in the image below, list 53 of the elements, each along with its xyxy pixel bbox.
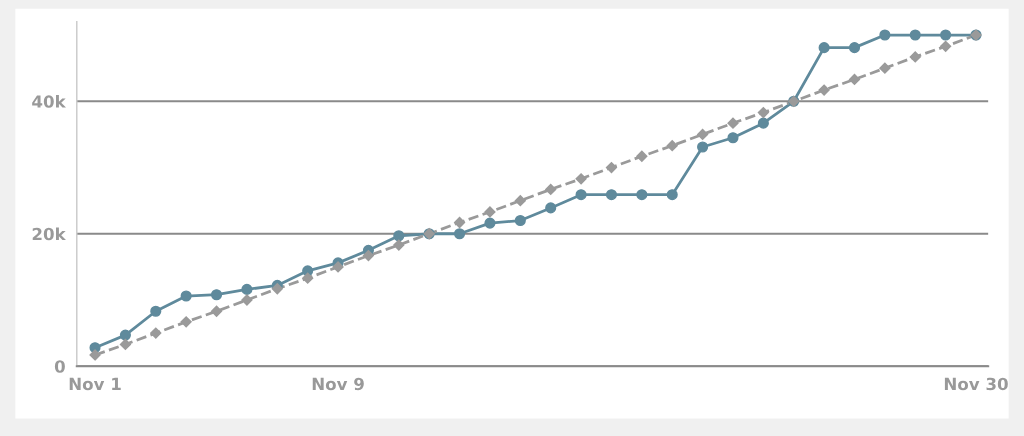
y-tick-label: 20k — [32, 227, 67, 241]
point — [575, 189, 587, 201]
point — [879, 62, 891, 74]
point — [666, 189, 678, 201]
point — [484, 206, 496, 218]
point — [848, 73, 861, 86]
point — [180, 316, 192, 328]
point — [150, 305, 162, 317]
point — [575, 173, 587, 185]
point — [757, 106, 769, 119]
point — [727, 117, 739, 129]
point — [666, 140, 678, 152]
point — [514, 214, 526, 227]
point — [271, 283, 283, 295]
point — [636, 150, 648, 162]
point — [514, 195, 526, 207]
point — [453, 216, 466, 229]
point — [484, 217, 496, 229]
point — [241, 283, 253, 295]
point — [362, 250, 375, 262]
point — [909, 29, 921, 41]
point — [605, 189, 618, 201]
point — [757, 117, 769, 129]
x-tick-label: Nov 30 — [944, 377, 1008, 391]
y-tick-label: 40k — [32, 94, 67, 108]
point — [393, 230, 405, 242]
y-tick-label: 0 — [54, 360, 65, 373]
point — [210, 289, 223, 301]
point — [545, 202, 557, 214]
point — [119, 329, 131, 341]
point — [150, 327, 162, 339]
point — [696, 128, 709, 141]
x-tick-label: Nov 1 — [69, 377, 121, 391]
point — [302, 272, 314, 284]
point — [727, 132, 739, 144]
point — [119, 338, 132, 350]
point — [545, 183, 557, 195]
point — [605, 161, 618, 174]
point — [818, 84, 830, 96]
point — [454, 228, 466, 240]
point — [848, 42, 861, 54]
point — [940, 40, 952, 52]
point — [818, 42, 830, 54]
point — [879, 29, 891, 41]
point — [393, 239, 405, 251]
point — [180, 290, 192, 302]
x-tick-label: Nov 9 — [312, 377, 364, 391]
point — [697, 141, 709, 153]
point — [940, 29, 952, 41]
point — [909, 51, 921, 63]
point — [636, 189, 648, 201]
point — [210, 305, 223, 317]
point — [332, 261, 344, 273]
